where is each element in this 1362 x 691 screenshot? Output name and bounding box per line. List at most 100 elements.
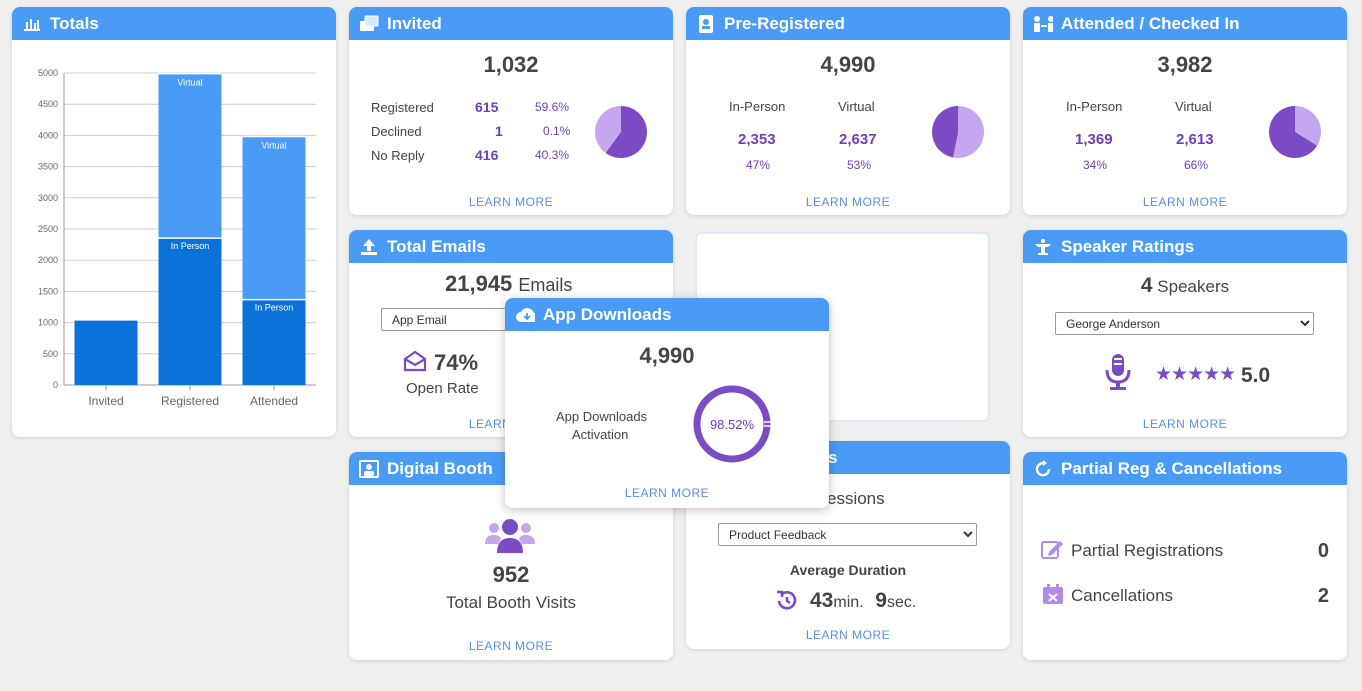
y-tick-label: 2500 (38, 224, 58, 234)
in-person-label: In Person (171, 241, 210, 251)
rating-value: 5.0 (1241, 364, 1271, 387)
y-tick-label: 1000 (38, 318, 58, 328)
speaker-learn-more[interactable]: LEARN MORE (1142, 417, 1228, 431)
virtual-value: 2,613 (1176, 131, 1214, 148)
col-label-inperson: In-Person (1066, 99, 1123, 114)
calendar-x-icon (1042, 583, 1064, 610)
avg-duration-label: Average Duration (789, 562, 907, 578)
bar-in-person (242, 299, 306, 385)
minutes-unit: min. (833, 594, 864, 611)
invited-breakdown: Registered 615 59.6% Declined 1 0.1% No Repl… (371, 95, 570, 167)
open-rate-value: 74% (434, 350, 479, 375)
bar-virtual (242, 136, 306, 300)
row-label: Registered (371, 99, 434, 115)
invited-pie (595, 106, 647, 158)
session-select[interactable]: Product Feedback (718, 523, 977, 546)
id-card-icon (696, 14, 716, 34)
row-pct: 59.6% (535, 100, 570, 114)
x-tick-label: Invited (88, 394, 123, 408)
y-tick-label: 3000 (38, 193, 58, 203)
speaker-card: Speaker Ratings 4 Speakers George Anders… (1023, 230, 1347, 437)
inperson-pct: 47% (746, 158, 771, 172)
totals-chart: 0 500 1000 1500 2000 2500 3000 3500 4000 4500 5000… (38, 68, 316, 408)
invited-header: Invited (349, 7, 673, 40)
booth-icon (359, 459, 379, 479)
upload-icon (359, 237, 379, 257)
virtual-label: Virtual (261, 141, 286, 151)
bar-in-person (74, 320, 138, 385)
app-learn-more[interactable]: LEARN MORE (624, 486, 710, 500)
duration-minutes: 43 (810, 589, 834, 612)
preregistered-title: Pre-Registered (724, 13, 845, 33)
attended-learn-more[interactable]: LEARN MORE (1142, 195, 1228, 209)
booth-learn-more[interactable]: LEARN MORE (468, 639, 554, 653)
cloud-download-icon (515, 305, 535, 325)
y-tick-label: 4500 (38, 99, 58, 109)
activation-donut (693, 385, 772, 463)
row-value: 615 (475, 99, 499, 115)
partial-card: Partial Reg & Cancellations Partial Regi… (1023, 452, 1347, 660)
attended-title: Attended / Checked In (1061, 13, 1240, 33)
app-header: App Downloads (505, 298, 829, 331)
row-pct: 0.1% (543, 124, 571, 138)
speaker-unit: Speakers (1157, 277, 1230, 296)
app-total: 4,990 (639, 343, 695, 368)
app-downloads-popup[interactable]: App Downloads 4,990 App Downloads Activa… (505, 298, 829, 508)
booth-count: 952 (492, 562, 530, 587)
y-tick-label: 0 (53, 380, 58, 390)
row-value: 416 (475, 147, 499, 163)
duration-line: 43min. 9sec. (810, 589, 916, 613)
emails-count-line: 21,945 Emails (445, 271, 572, 297)
row-label: Declined (371, 123, 422, 139)
sessions-learn-more[interactable]: LEARN MORE (805, 628, 891, 642)
virtual-label: Virtual (177, 78, 202, 88)
partial-reg-value: 0 (1317, 540, 1329, 562)
row-value: 1 (495, 123, 503, 139)
in-person-label: In Person (255, 303, 294, 313)
speaker-count: 4 (1140, 274, 1153, 297)
attended-card: Attended / Checked In 3,982 In-Person Vi… (1023, 7, 1347, 215)
cancellations-value: 2 (1317, 585, 1329, 607)
invited-learn-more[interactable]: LEARN MORE (468, 195, 554, 209)
partial-header: Partial Reg & Cancellations (1023, 452, 1347, 485)
row-pct: 40.3% (535, 148, 570, 162)
app-label-line2: Activation (572, 427, 629, 442)
totals-title: Totals (50, 13, 99, 33)
speaker-select[interactable]: George Anderson (1055, 312, 1314, 335)
podium-icon (1033, 237, 1053, 257)
attended-total: 3,982 (1157, 52, 1213, 77)
col-label-inperson: In-Person (729, 99, 786, 114)
app-label-line1: App Downloads (556, 409, 648, 424)
star-rating: ★★★★★ (1155, 364, 1236, 385)
invited-title: Invited (387, 13, 442, 33)
sessions-count-label: essions (827, 489, 885, 508)
booth-title: Digital Booth (387, 458, 493, 478)
virtual-pct: 53% (847, 158, 872, 172)
speaker-title: Speaker Ratings (1061, 236, 1195, 256)
preregistered-total: 4,990 (820, 52, 876, 77)
preregistered-pie (932, 106, 984, 158)
microphone-icon (1103, 352, 1133, 397)
bar-chart-icon (22, 14, 42, 34)
invited-total: 1,032 (483, 52, 539, 77)
col-label-virtual: Virtual (838, 99, 875, 114)
seconds-unit: sec. (886, 594, 917, 611)
bar-virtual (158, 73, 222, 239)
invite-icon (359, 14, 379, 34)
users-group-icon (484, 516, 536, 561)
attended-pie (1269, 106, 1321, 158)
y-tick-label: 3500 (38, 162, 58, 172)
preregistered-learn-more[interactable]: LEARN MORE (805, 195, 891, 209)
history-icon (775, 589, 799, 618)
virtual-pct: 66% (1184, 158, 1209, 172)
virtual-value: 2,637 (839, 131, 877, 148)
inperson-pct: 34% (1083, 158, 1108, 172)
col-label-virtual: Virtual (1175, 99, 1212, 114)
edit-icon (1041, 539, 1065, 566)
table-row: No Reply 416 40.3% (371, 143, 570, 167)
partial-title: Partial Reg & Cancellations (1061, 458, 1283, 478)
cancellations-label: Cancellations (1071, 586, 1174, 605)
envelope-open-icon (403, 350, 427, 377)
refresh-icon (1033, 459, 1053, 479)
check-in-icon (1033, 14, 1053, 34)
